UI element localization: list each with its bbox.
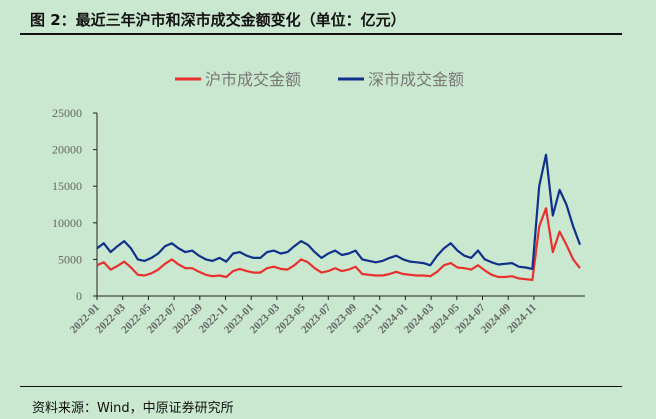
y-tick-label: 15000 — [52, 179, 82, 193]
series-line-shanghai — [96, 207, 581, 281]
source-divider — [20, 386, 622, 387]
series-line-shenzhen — [96, 153, 582, 270]
title-divider — [20, 33, 622, 35]
legend-label: 深市成交金额 — [368, 70, 464, 89]
y-tick-label: 10000 — [52, 216, 82, 230]
y-tick-label: 20000 — [52, 143, 82, 157]
x-tick-label: 2024-11 — [505, 302, 539, 336]
y-tick-label: 25000 — [52, 106, 82, 120]
legend-label: 沪市成交金额 — [205, 70, 301, 89]
y-tick-label: 0 — [76, 289, 82, 303]
source-note: 资料来源：Wind，中原证券研究所 — [32, 401, 234, 416]
y-tick-label: 5000 — [58, 252, 82, 266]
figure-title: 图 2：最近三年沪市和深市成交金额变化（单位：亿元） — [30, 11, 406, 29]
